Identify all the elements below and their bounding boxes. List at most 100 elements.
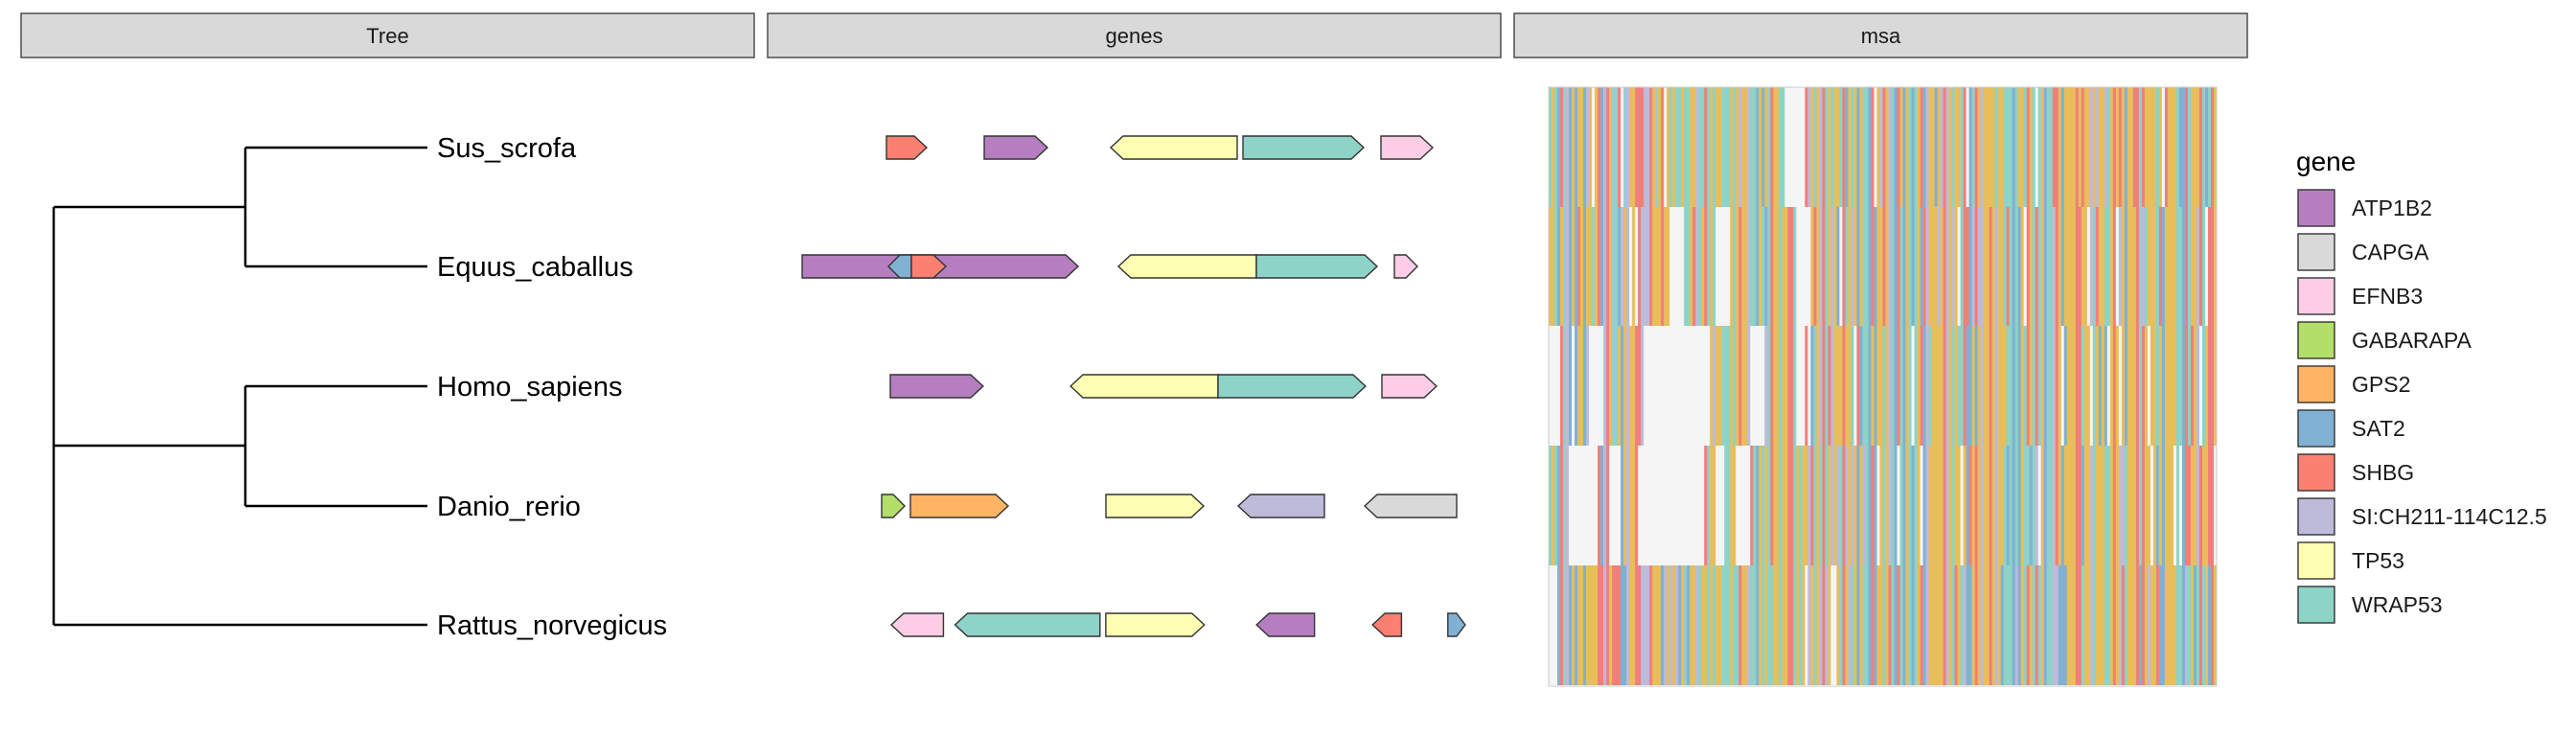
msa-cell xyxy=(1589,87,1593,207)
msa-cell xyxy=(1655,87,1659,207)
msa-cell xyxy=(2003,565,2008,685)
legend-label-wrap53: WRAP53 xyxy=(2352,592,2443,617)
msa-cell xyxy=(2043,565,2048,685)
msa-cell xyxy=(2058,87,2062,207)
msa-cell xyxy=(1675,565,1679,685)
msa-cell xyxy=(2104,446,2108,565)
legend-label-gps2: GPS2 xyxy=(2352,372,2410,397)
msa-cell xyxy=(1845,446,1849,565)
msa-cell xyxy=(2104,207,2108,327)
msa-cell xyxy=(1828,446,1831,565)
msa-cell xyxy=(1727,446,1731,565)
msa-cell xyxy=(1813,207,1817,327)
msa-cell xyxy=(2072,446,2077,565)
msa-cell xyxy=(1874,326,1877,446)
msa-cell xyxy=(1796,326,1800,446)
msa-cell xyxy=(1713,207,1716,327)
msa-cell xyxy=(1908,446,1912,565)
msa-cell xyxy=(1727,87,1731,207)
msa-cell xyxy=(1626,87,1630,207)
msa-cell xyxy=(2014,565,2019,685)
msa-cell xyxy=(2066,326,2071,446)
msa-cell xyxy=(2141,207,2146,327)
legend-item-sat2: SAT2 xyxy=(2297,409,2405,448)
msa-cell xyxy=(1583,446,1587,565)
msa-cell xyxy=(1557,207,1561,327)
msa-cell xyxy=(2035,326,2039,446)
msa-cell xyxy=(1793,87,1797,207)
msa-cell xyxy=(2063,87,2068,207)
msa-cell xyxy=(1862,207,1866,327)
msa-cell xyxy=(1960,326,1964,446)
msa-cell xyxy=(1629,326,1633,446)
msa-cell xyxy=(1592,87,1596,207)
msa-cell xyxy=(1756,326,1760,446)
msa-cell xyxy=(1879,565,1883,685)
msa-cell xyxy=(1825,207,1828,327)
msa-cell xyxy=(1796,87,1800,207)
msa-cell xyxy=(1974,87,1978,207)
msa-cell xyxy=(2196,326,2200,446)
msa-cell xyxy=(2069,87,2074,207)
msa-cell xyxy=(1701,565,1705,685)
msa-cell xyxy=(1805,207,1808,327)
msa-cell xyxy=(1825,87,1828,207)
msa-cell xyxy=(1790,326,1794,446)
msa-cell xyxy=(1733,446,1736,565)
msa-cell xyxy=(1761,565,1765,685)
msa-cell xyxy=(1802,87,1806,207)
gene-arrow-gabarapa xyxy=(881,494,906,518)
msa-cell xyxy=(1563,446,1567,565)
msa-cell xyxy=(2000,326,2005,446)
msa-cell xyxy=(2115,326,2120,446)
msa-cell xyxy=(1865,326,1869,446)
msa-cell xyxy=(2141,565,2146,685)
msa-cell xyxy=(1928,207,1932,327)
msa-cell xyxy=(1784,446,1788,565)
gene-arrow-capga xyxy=(1363,494,1458,518)
msa-cell xyxy=(1756,565,1760,685)
msa-cell xyxy=(1957,207,1961,327)
msa-cell xyxy=(2006,207,2011,327)
msa-cell xyxy=(1713,87,1716,207)
msa-cell xyxy=(1888,446,1892,565)
msa-cell xyxy=(2210,326,2215,446)
msa-cell xyxy=(2161,446,2166,565)
gene-arrow-atp1b2 xyxy=(889,374,984,399)
msa-cell xyxy=(1989,446,1993,565)
msa-cell xyxy=(1552,87,1555,207)
msa-cell xyxy=(1747,87,1751,207)
msa-cell xyxy=(1782,446,1785,565)
msa-cell xyxy=(2023,326,2028,446)
msa-cell xyxy=(1727,565,1731,685)
msa-cell xyxy=(1951,446,1955,565)
msa-cell xyxy=(1747,207,1751,327)
msa-cell xyxy=(1865,207,1869,327)
gene-arrow-si-ch211-114c12-5 xyxy=(1236,494,1325,518)
msa-cell xyxy=(1851,565,1854,685)
msa-cell xyxy=(2092,565,2097,685)
msa-cell xyxy=(1945,207,1949,327)
msa-cell xyxy=(1830,565,1834,685)
msa-cell xyxy=(1549,326,1552,446)
msa-cell xyxy=(2161,207,2166,327)
msa-cell xyxy=(1747,326,1751,446)
msa-cell xyxy=(2152,326,2157,446)
msa-cell xyxy=(1859,87,1863,207)
msa-cell xyxy=(1920,87,1923,207)
msa-cell xyxy=(1678,207,1682,327)
msa-cell xyxy=(1971,87,1975,207)
msa-cell xyxy=(2181,326,2186,446)
msa-cell xyxy=(1718,565,1722,685)
panel-strip-msa: msa xyxy=(1513,12,2248,58)
msa-cell xyxy=(2066,207,2071,327)
msa-cell xyxy=(1793,565,1797,685)
msa-cell xyxy=(1632,565,1636,685)
msa-cell xyxy=(1623,87,1627,207)
msa-cell xyxy=(1891,207,1895,327)
msa-cell xyxy=(1560,446,1564,565)
msa-cell xyxy=(2193,446,2197,565)
msa-cell xyxy=(1566,565,1570,685)
legend-item-capga: CAPGA xyxy=(2297,233,2429,271)
msa-cell xyxy=(2184,565,2189,685)
